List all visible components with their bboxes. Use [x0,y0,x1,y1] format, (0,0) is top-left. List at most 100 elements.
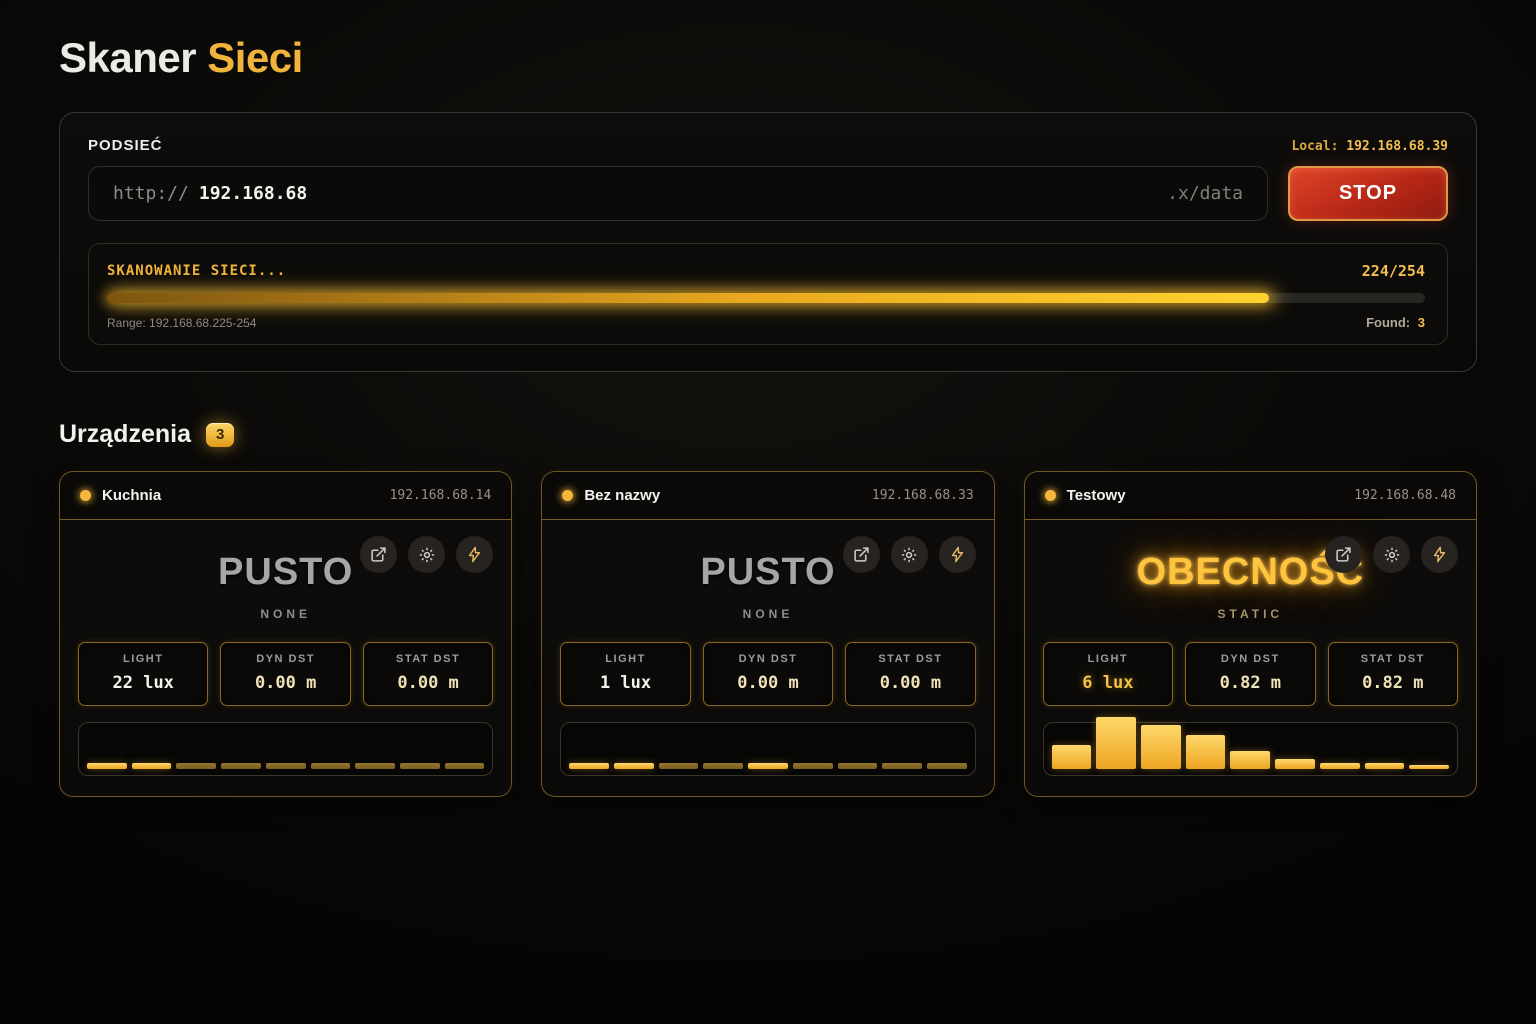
chart-bar [87,763,127,769]
settings-button[interactable] [408,536,446,573]
settings-button[interactable] [1373,536,1410,573]
chart-bar [1275,759,1315,769]
local-ip-label: Local: [1291,139,1339,154]
presence-status: PUSTO [700,551,836,593]
presence-substatus: STATIC [1217,607,1284,621]
device-name: Kuchnia [102,487,162,504]
activity-chart [1042,716,1458,776]
scan-progress-bar [107,293,1425,303]
online-dot-icon [562,490,574,501]
stat-label: DYN DST [738,653,798,665]
stat-value: 0.82 m [1362,673,1424,693]
power-button[interactable] [1421,536,1458,573]
settings-button[interactable] [890,536,928,573]
stat-stat-dst: STAT DST 0.00 m [845,642,976,706]
online-dot-icon [1044,490,1056,501]
chart-bar [310,763,351,769]
stat-label: DYN DST [256,653,316,665]
open-external-button[interactable] [360,536,398,573]
chart-bar [882,763,922,769]
stat-value: 6 lux [1082,673,1134,693]
chart-bar [748,763,788,769]
sensor-stats: LIGHT 1 lux DYN DST 0.00 m STAT DST 0.00… [560,642,976,706]
subnet-label: PODSIEĆ [88,137,163,154]
page-title: Skaner Sieci [59,0,1477,82]
url-input[interactable]: http:// 192.168.68 .x/data [88,166,1268,221]
stat-dyn-dst: DYN DST 0.82 m [1185,642,1316,706]
found-count: Found: 3 [1366,315,1425,330]
device-card-body: PUSTO NONE LIGHT 1 lux DYN DST 0.00 m ST… [542,520,993,796]
device-name: Testowy [1066,487,1126,504]
chart-bar [569,763,610,769]
chart-bar [837,763,878,769]
device-actions [360,536,494,573]
page-title-accent: Sieci [207,34,303,81]
stat-light: LIGHT 6 lux [1042,642,1174,706]
stat-value: 0.82 m [1219,673,1282,693]
stat-label: STAT DST [878,653,943,665]
chart-bar [1319,763,1360,769]
local-ip: Local: 192.168.68.39 [1291,139,1448,154]
presence-substatus: NONE [260,607,311,621]
power-button[interactable] [938,536,976,573]
stat-value: 0.00 m [397,673,459,693]
stat-value: 22 lux [112,673,174,693]
page: Skaner Sieci PODSIEĆ Local: 192.168.68.3… [59,0,1477,797]
device-card-header: Kuchnia 192.168.68.14 [60,472,512,520]
chart-bar [1096,716,1137,769]
stat-label: LIGHT [605,653,646,665]
chart-bar [176,763,217,769]
device-card-body: PUSTO NONE LIGHT 22 lux DYN DST 0.00 m S… [60,520,511,796]
stat-light: LIGHT 22 lux [78,642,209,706]
scan-status-text: SKANOWANIE SIECI... [107,263,287,279]
devices-header: Urządzenia 3 [59,420,1477,449]
scan-progress-fill [107,293,1270,303]
stat-light: LIGHT 1 lux [560,642,691,706]
chart-bar [1141,724,1181,769]
stop-button[interactable]: STOP [1288,166,1448,221]
device-card-kuchnia: Kuchnia 192.168.68.14 PUSTO NONE LIGHT 2… [59,471,513,797]
gear-icon [1383,546,1401,564]
scan-count: 224/254 [1361,262,1425,280]
power-button[interactable] [456,536,494,573]
presence-status: PUSTO [218,551,354,593]
device-card-testowy: Testowy 192.168.68.48 OBECNOŚĆ STATIC LI… [1023,471,1477,797]
page-title-primary: Skaner [59,34,197,81]
scan-range-label: Range: [107,315,146,330]
found-label: Found: [1366,315,1411,330]
chart-bar [1230,750,1271,769]
scanner-panel: PODSIEĆ Local: 192.168.68.39 http:// 192… [59,112,1477,372]
chart-bar [265,763,306,769]
device-ip: 192.168.68.14 [389,488,492,503]
activity-chart [78,722,494,776]
stat-label: LIGHT [122,653,164,665]
url-input-value[interactable]: 192.168.68 [198,183,308,204]
open-external-button[interactable] [842,536,880,573]
lightning-icon [1431,546,1448,563]
chart-bar [355,763,395,769]
online-dot-icon [80,490,91,501]
scan-range: Range: 192.168.68.225-254 [107,316,256,330]
open-external-icon [370,546,387,563]
found-value: 3 [1417,315,1425,330]
stat-value: 0.00 m [879,673,942,693]
device-card-header: Bez nazwy 192.168.68.33 [542,472,994,520]
lightning-icon [949,546,966,563]
activity-chart [560,722,976,776]
stat-label: STAT DST [1360,653,1425,665]
presence-substatus: NONE [742,607,794,621]
stat-dyn-dst: DYN DST 0.00 m [220,642,351,706]
stat-stat-dst: STAT DST 0.82 m [1327,642,1458,706]
chart-bar [658,763,699,769]
url-path-suffix: .x/data [1167,183,1243,204]
stat-stat-dst: STAT DST 0.00 m [362,642,494,706]
sensor-stats: LIGHT 6 lux DYN DST 0.82 m STAT DST 0.82… [1042,642,1458,706]
open-external-button[interactable] [1325,536,1362,573]
device-card-bez-nazwy: Bez nazwy 192.168.68.33 PUSTO NONE LIGHT… [541,471,995,797]
presence-status-zone: PUSTO NONE [560,536,975,636]
device-actions [1325,536,1458,573]
chart-bar [131,763,172,769]
stat-value: 0.00 m [254,673,317,693]
devices-title: Urządzenia [59,420,191,448]
device-name: Bez nazwy [584,487,661,504]
